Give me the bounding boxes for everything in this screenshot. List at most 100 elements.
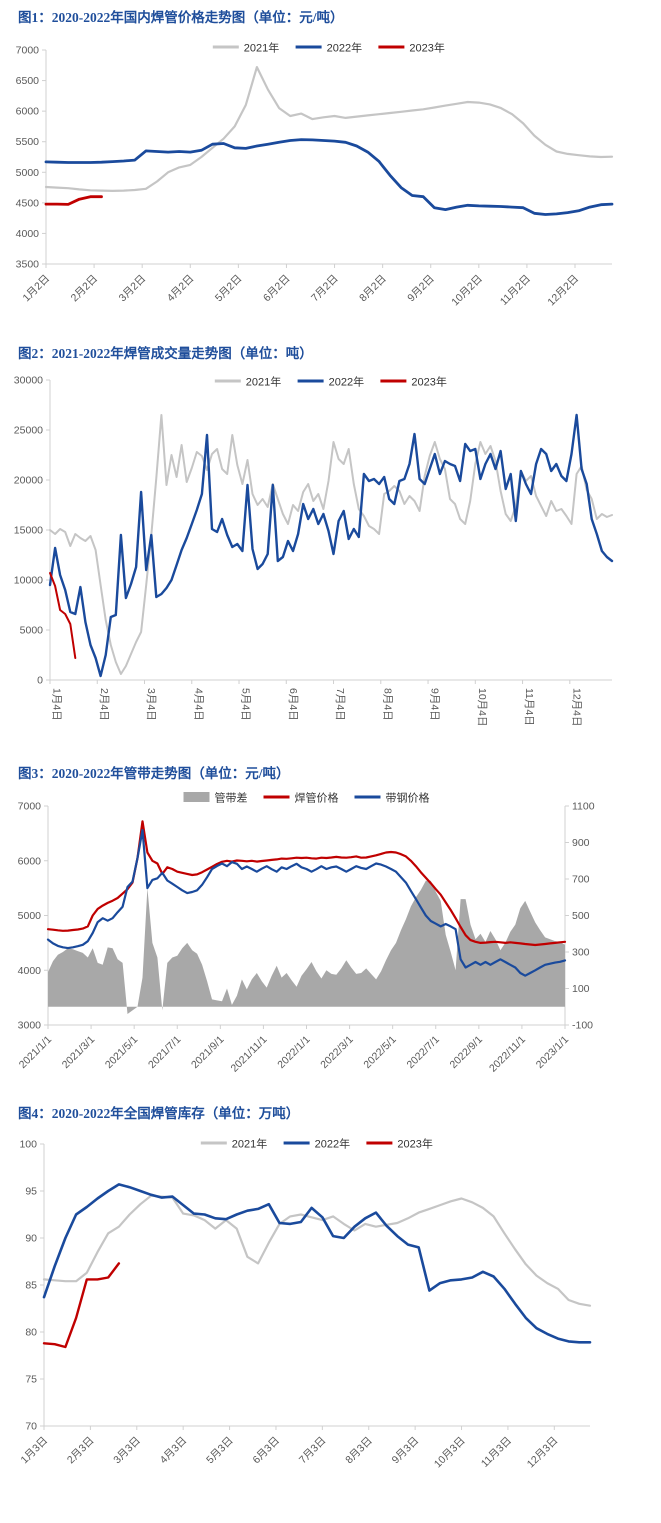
x-tick-label: 9月3日 bbox=[390, 1435, 422, 1467]
y-tick-label: 3500 bbox=[16, 259, 40, 271]
legend-label-y2023: 2023年 bbox=[411, 375, 446, 389]
fig2-legend: 2021年 2022年 2023年 bbox=[214, 375, 447, 389]
x-tick-label: 5月2日 bbox=[213, 273, 245, 305]
x-tick-label: 2021/11/1 bbox=[229, 1034, 270, 1075]
y-tick-label: 5000 bbox=[20, 625, 44, 637]
fig1-series bbox=[44, 65, 614, 216]
figure-2-title: 图2：2021-2022年焊管成交量走势图（单位：吨） bbox=[18, 346, 313, 361]
x-tick-label: 11月2日 bbox=[498, 273, 533, 308]
x-tick-label: 2021/3/1 bbox=[60, 1034, 97, 1071]
x-tick-label: 6月3日 bbox=[250, 1435, 282, 1467]
fig2-axes bbox=[49, 380, 612, 681]
y-tick-label: 6500 bbox=[16, 75, 40, 87]
fig1-legend: 2021年 2022年 2023年 bbox=[212, 41, 445, 55]
figure-1: 图1：2020-2022年国内焊管价格走势图（单位：元/吨） 3500 4000 4… bbox=[0, 8, 661, 324]
x-tick-label: 2022/5/1 bbox=[361, 1034, 398, 1071]
x-tick-label: 8月2日 bbox=[357, 273, 389, 305]
figure-1-chart: 3500 4000 4500 5000 5500 6000 6500 7000 1月2日 2月2日… bbox=[16, 41, 614, 309]
y-tick-label: 4500 bbox=[16, 197, 40, 209]
legend-label-spread: 管带差 bbox=[215, 791, 248, 805]
fig4-legend: 2021年 2022年 2023年 bbox=[200, 1137, 433, 1151]
y-tick-label: 7000 bbox=[18, 801, 42, 813]
x-tick-label: 7月2日 bbox=[309, 273, 341, 305]
figure-4-chart: 70 75 80 85 90 95 100 1月3日 2月3日 3月3日 4月3日 5月3日 6月3日 7… bbox=[19, 1137, 592, 1471]
legend-label-y2021: 2021年 bbox=[232, 1137, 267, 1151]
x-tick-label: 8月3日 bbox=[343, 1435, 375, 1467]
y2-tick-label: 300 bbox=[572, 947, 590, 959]
x-tick-label: 2月3日 bbox=[65, 1435, 97, 1467]
fig2-x-axis: 1月4日 2月4日 3月4日 4月4日 5月4日 6月4日 7月4日 8月4日 9月4日 10月4… bbox=[49, 680, 582, 727]
x-tick-label: 7月3日 bbox=[297, 1435, 329, 1467]
x-tick-label: 3月4日 bbox=[145, 688, 157, 721]
fig2-series bbox=[48, 413, 614, 678]
fig3-x-axis: 2021/1/1 2021/3/1 2021/5/1 2021/7/1 2021/9/1… bbox=[17, 1025, 571, 1075]
fig4-series bbox=[42, 1183, 592, 1349]
y-tick-label: 4000 bbox=[18, 965, 42, 977]
x-tick-label: 4月2日 bbox=[165, 273, 197, 305]
y2-tick-label: 500 bbox=[572, 910, 590, 922]
x-tick-label: 2021/1/1 bbox=[17, 1034, 54, 1071]
figure-2: 图2：2021-2022年焊管成交量走势图（单位：吨） 0 5000 10000 15… bbox=[0, 344, 661, 752]
legend-label-y2022: 2022年 bbox=[329, 375, 364, 389]
x-tick-label: 3月2日 bbox=[117, 273, 149, 305]
fig1-x-axis: 1月2日 2月2日 3月2日 4月2日 5月2日 6月2日 7月2日 8月2日 9月2日 10月2… bbox=[21, 264, 581, 309]
x-tick-label: 5月3日 bbox=[204, 1435, 236, 1467]
fig4-y2022-line bbox=[42, 1183, 592, 1344]
x-tick-label: 6月4日 bbox=[287, 688, 299, 721]
x-tick-label: 1月4日 bbox=[51, 688, 63, 721]
x-tick-label: 10月4日 bbox=[476, 688, 488, 727]
x-tick-label: 2022/9/1 bbox=[448, 1034, 485, 1071]
y2-tick-label: 1100 bbox=[572, 801, 595, 813]
fig3-legend: 管带差 焊管价格 带钢价格 bbox=[183, 791, 430, 805]
legend-label-pipe_price: 焊管价格 bbox=[295, 791, 339, 805]
y-tick-label: 95 bbox=[25, 1186, 37, 1198]
figure-1-title: 图1：2020-2022年国内焊管价格走势图（单位：元/吨） bbox=[18, 10, 344, 25]
y-tick-label: 4000 bbox=[16, 228, 40, 240]
y-tick-label: 30000 bbox=[14, 375, 43, 387]
y2-tick-label: -100 bbox=[572, 1020, 593, 1032]
x-tick-label: 10月3日 bbox=[432, 1435, 468, 1471]
x-tick-label: 5月4日 bbox=[240, 688, 252, 721]
x-tick-label: 4月3日 bbox=[158, 1435, 190, 1467]
x-tick-label: 2022/3/1 bbox=[318, 1034, 355, 1071]
x-tick-label: 9月4日 bbox=[429, 688, 441, 721]
legend-label-y2021: 2021年 bbox=[246, 375, 281, 389]
x-tick-label: 12月3日 bbox=[525, 1435, 561, 1471]
fig4-x-axis: 1月3日 2月3日 3月3日 4月3日 5月3日 6月3日 7月3日 8月3日 9月3日 10月3… bbox=[19, 1426, 561, 1471]
x-tick-label: 1月2日 bbox=[21, 273, 53, 305]
y-tick-label: 5500 bbox=[16, 136, 40, 148]
x-tick-label: 1月3日 bbox=[19, 1435, 51, 1467]
figure-4: 图4：2020-2022年全国焊管库存（单位：万吨） 70 75 80 85 90 95 1… bbox=[0, 1104, 661, 1520]
fig4-y2021-line bbox=[42, 1194, 592, 1307]
x-tick-label: 12月2日 bbox=[545, 273, 581, 309]
y2-tick-label: 700 bbox=[572, 874, 590, 886]
fig4-y2023-line bbox=[42, 1262, 121, 1349]
x-tick-label: 2月4日 bbox=[98, 688, 110, 721]
legend-label-y2023: 2023年 bbox=[397, 1137, 432, 1151]
x-tick-label: 3月3日 bbox=[111, 1435, 143, 1467]
x-tick-label: 2021/5/1 bbox=[103, 1034, 140, 1071]
legend-label-strip_price: 带钢价格 bbox=[386, 791, 430, 805]
x-tick-label: 11月4日 bbox=[523, 688, 535, 726]
x-tick-label: 4月4日 bbox=[192, 688, 204, 721]
figure-3-chart: 3000 4000 5000 6000 7000 -100 100 300 500 700 900 1… bbox=[17, 791, 595, 1075]
legend-label-y2021: 2021年 bbox=[244, 41, 279, 55]
x-tick-label: 2022/7/1 bbox=[404, 1034, 441, 1071]
fig2-y-axis: 0 5000 10000 15000 20000 25000 30000 bbox=[14, 375, 50, 687]
x-tick-label: 12月4日 bbox=[570, 688, 582, 727]
y-tick-label: 85 bbox=[25, 1280, 37, 1292]
x-tick-label: 6月2日 bbox=[261, 273, 293, 305]
x-tick-label: 8月4日 bbox=[381, 688, 393, 721]
fig2-y2023-line bbox=[49, 572, 77, 659]
figure-3: 图3：2020-2022年管带走势图（单位：元/吨） 3000 4000 5000 6… bbox=[0, 764, 661, 1090]
y-tick-label: 0 bbox=[37, 675, 43, 687]
legend-label-y2022: 2022年 bbox=[315, 1137, 350, 1151]
x-tick-label: 10月2日 bbox=[449, 273, 485, 309]
y2-tick-label: 900 bbox=[572, 837, 590, 849]
fig1-axes bbox=[45, 50, 612, 265]
x-tick-label: 2022/1/1 bbox=[275, 1034, 312, 1071]
fig2-y2022-line bbox=[48, 413, 614, 678]
y-tick-label: 90 bbox=[25, 1233, 37, 1245]
x-tick-label: 7月4日 bbox=[334, 688, 346, 721]
